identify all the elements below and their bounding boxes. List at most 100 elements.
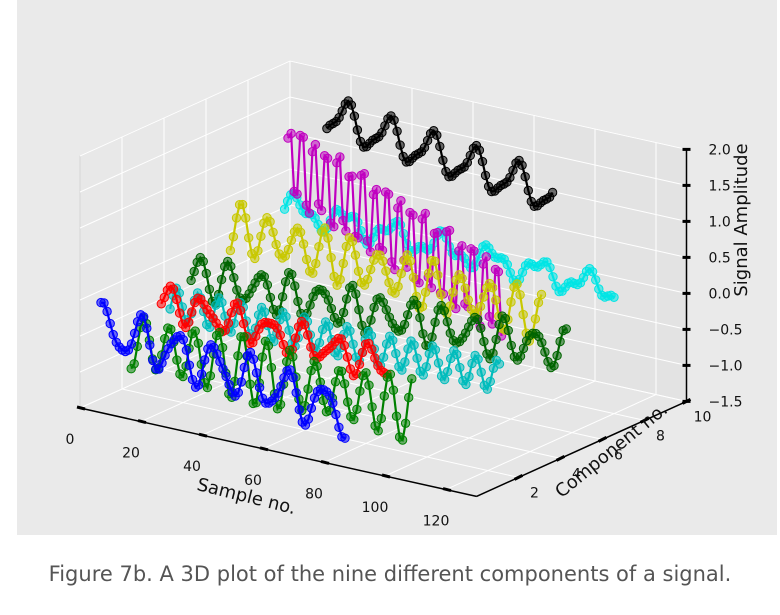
series-point [139,312,149,322]
series-point [328,398,338,408]
series-point [214,327,225,338]
series-point [518,309,528,320]
series-component-1 [96,297,350,443]
series-point [318,395,328,406]
series-point [383,189,394,199]
series-point [478,292,489,302]
series-point [461,379,471,390]
series-point [316,205,327,216]
series-point [145,340,155,350]
z-axis-label: Signal Amplitude [731,143,752,296]
x-tick-label: 80 [305,486,323,502]
z-tick-label: 1.5 [709,178,731,194]
z-gridline [79,96,687,193]
series-point [436,289,446,300]
series-point [196,369,207,379]
series-point [392,126,402,137]
series-point [378,256,388,266]
series-point [506,340,516,351]
series-point [142,323,152,333]
series-point [473,314,483,325]
series-point [354,359,365,369]
series-point [308,268,318,278]
series-point [387,257,397,267]
series-point [448,287,458,297]
3d-line-plot: 0 20 40 60 80 100 120 2 4 6 8 10−1.5 −1.0 −0.5 0.0 0.5 1… [17,0,777,535]
series-point [226,261,236,271]
series-point [347,236,358,247]
series-point [324,321,334,331]
x-tick-label: 20 [122,446,140,462]
series-point [288,372,298,383]
x-tick-mark [259,446,269,452]
series-point [172,355,182,365]
series-point [391,411,402,421]
series-point [485,376,495,387]
series-point [362,236,372,246]
series-point [228,232,239,242]
series-point [166,324,176,334]
z-gridline [79,60,687,157]
series-point [506,297,516,307]
series-point [129,328,140,338]
series-point [334,422,344,432]
y-tick-label: 10 [694,409,712,425]
series-point [323,233,333,243]
series-point [442,317,452,327]
series-point [312,361,322,371]
series-point [236,377,247,387]
series-point [482,384,492,394]
series-point [198,256,209,267]
series-point [400,357,410,367]
series-point [286,235,297,246]
x-tick-label: 100 [362,500,389,516]
series-point [537,338,547,348]
series-point [181,345,192,355]
series-point [306,342,316,352]
series-point [268,227,278,238]
series-point [340,433,350,443]
series-point [108,329,118,340]
series-point [298,132,308,143]
series-point [463,295,473,305]
series-point [290,281,300,291]
series-point [430,345,441,355]
z-tick-label: 2.0 [709,142,731,158]
series-point [343,397,353,407]
z-tick-label: 0.5 [709,250,731,266]
series-point [533,297,544,308]
series-point [310,139,321,150]
series-point [184,360,195,370]
series-component-6 [225,199,547,346]
series-point [547,187,558,198]
series-point [460,283,470,293]
series-point [366,330,377,341]
tick-layer: 0 20 40 60 80 100 120 2 4 6 8 10−1.5 −1.0 −0.5 0.0 0.5 1… [66,142,743,529]
series-point [352,404,362,414]
series-layer [96,96,619,445]
series-point [294,405,304,415]
z-gridline [79,312,687,409]
series-point [322,153,333,164]
series-point [237,199,248,210]
series-point [549,361,559,371]
series-point [330,377,341,387]
series-point [276,381,286,391]
series-point [427,332,437,342]
series-point [362,274,373,284]
series-point [265,217,275,227]
series-point [286,128,296,139]
series-point [348,339,358,349]
series-point [405,256,416,266]
series-point [99,298,109,308]
series-point [298,239,309,249]
series-point [238,319,249,329]
series-point [102,306,112,317]
series-point [479,336,489,347]
series-point [157,358,167,368]
series-point [438,155,448,166]
series-point [333,351,343,361]
series-point [314,338,325,348]
series-point [346,100,357,110]
series-point [257,352,267,362]
